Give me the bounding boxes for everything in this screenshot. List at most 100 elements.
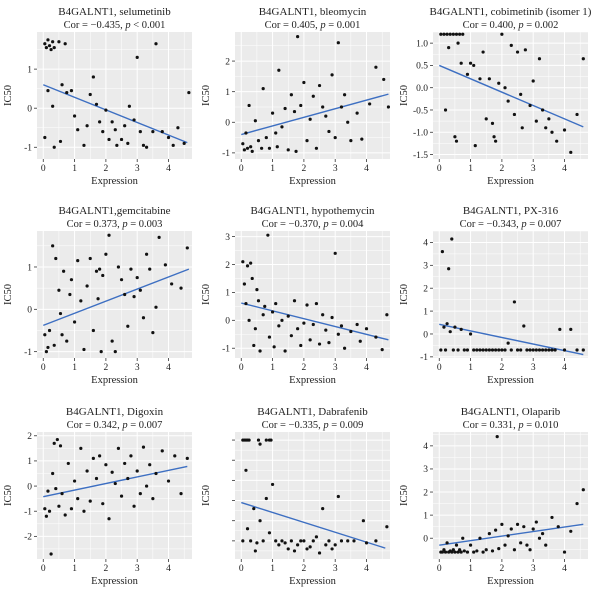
chart-1-point-0 (241, 142, 245, 146)
chart-0-point-10 (51, 104, 55, 108)
chart-5-point-38 (544, 348, 548, 352)
chart-4-point-13 (263, 304, 267, 308)
chart-1-point-37 (339, 105, 344, 109)
chart-6-subtitle: Cor = 0.342, p = 0.007 (67, 420, 163, 431)
chart-6-point-29 (116, 446, 121, 450)
chart-7-point-7 (264, 438, 268, 442)
chart-8-point-34 (519, 541, 523, 545)
chart-1-point-35 (333, 135, 337, 140)
chart-6-point-34 (132, 504, 136, 508)
chart-0-point-44 (171, 143, 175, 147)
chart-7-point-11 (244, 468, 248, 472)
chart-0-tick-label-y: 0 (27, 105, 32, 115)
chart-1-point-16 (277, 68, 281, 72)
chart-7-point-24 (280, 539, 284, 543)
chart-1-point-39 (346, 120, 350, 124)
chart-6-tick-label-y: 2 (27, 432, 32, 442)
chart-2-point-24 (494, 139, 498, 143)
chart-5-point-37 (540, 348, 545, 352)
chart-7-point-10 (241, 539, 245, 543)
chart-8-point-35 (522, 525, 526, 529)
chart-5-ylabel: IC50 (399, 284, 410, 305)
chart-3-point-25 (101, 273, 105, 278)
chart-0-tick-label-x: 3 (135, 164, 140, 174)
chart-4-point-38 (336, 332, 340, 336)
chart-4-tick-label-x: 1 (270, 363, 275, 373)
chart-1-point-3 (245, 146, 250, 150)
chart-0-point-45 (176, 126, 180, 130)
chart-7-point-5 (256, 438, 261, 442)
chart-3-point-17 (82, 347, 86, 352)
chart-5-point-10 (456, 348, 460, 352)
chart-0-point-8 (63, 42, 67, 46)
chart-0-point-20 (85, 124, 89, 128)
chart-2-point-27 (503, 86, 507, 90)
chart-4-trend-line (241, 302, 389, 341)
chart-3-point-26 (104, 252, 108, 256)
chart-3-point-40 (148, 267, 152, 271)
chart-6-point-22 (94, 476, 99, 481)
chart-5-point-15 (472, 348, 476, 352)
chart-6-point-11 (60, 492, 64, 496)
chart-2-tick-label-y: -1.5 (413, 151, 428, 161)
chart-5-point-16 (475, 348, 479, 352)
chart-2-tick-label-x: 3 (531, 164, 536, 174)
chart-6-point-41 (154, 471, 158, 476)
chart-5-point-20 (487, 348, 491, 352)
chart-6-tick-label-y: 1 (27, 457, 32, 467)
chart-1-point-29 (314, 146, 319, 150)
chart-5-point-7 (450, 237, 454, 241)
chart-3-point-15 (76, 259, 80, 263)
chart-1-subtitle: Cor = 0.405, p = 0.001 (265, 20, 361, 31)
chart-0-plot-area (37, 32, 192, 159)
chart-7-point-34 (311, 539, 315, 543)
chart-0-title: B4GALNT1, selumetinib (58, 6, 171, 18)
chart-5-point-8 (451, 348, 455, 352)
chart-7-point-15 (253, 549, 257, 553)
chart-6-point-4 (49, 552, 53, 556)
chart-3-point-22 (96, 297, 100, 301)
chart-7-point-6 (258, 442, 262, 446)
chart-1-point-28 (311, 94, 315, 98)
chart-0-point-31 (119, 137, 124, 142)
chart-3-point-11 (65, 339, 69, 343)
chart-3-point-8 (58, 311, 63, 316)
chart-5-point-26 (506, 341, 510, 345)
chart-6-point-38 (144, 484, 149, 488)
chart-3-point-18 (85, 284, 89, 288)
chart-6-tick-label-y: 0 (27, 482, 32, 492)
chart-8-point-37 (528, 548, 532, 552)
chart-1-tick-label-x: 2 (302, 164, 307, 174)
chart-4-point-14 (266, 233, 270, 237)
chart-4-tick-label-y: 0 (225, 317, 230, 327)
chart-3-point-19 (88, 256, 92, 261)
chart-6-point-12 (63, 513, 67, 517)
chart-8-xlabel: Expression (487, 576, 534, 587)
chart-6-tick-label-x: 3 (135, 564, 140, 574)
chart-5-point-42 (558, 327, 562, 331)
chart-4-point-6 (250, 276, 254, 281)
chart-4-point-46 (380, 348, 384, 352)
chart-1-tick-label-y: -1 (222, 149, 230, 159)
chart-6-point-8 (55, 437, 59, 442)
chart-7-point-49 (385, 525, 389, 529)
chart-3-point-36 (135, 275, 139, 280)
chart-6-ylabel: IC50 (3, 485, 14, 506)
chart-1-point-13 (270, 111, 275, 115)
chart-3-point-41 (151, 331, 155, 335)
chart-4-point-21 (283, 349, 287, 353)
chart-1-point-31 (321, 105, 325, 109)
chart-5-tick-label-y: 3 (423, 262, 428, 272)
chart-4-tick-label-x: 3 (333, 363, 338, 373)
chart-7-title: B4GALNT1, Dabrafenib (257, 406, 368, 418)
chart-6-point-18 (82, 509, 86, 513)
chart-0-point-14 (52, 145, 56, 149)
chart-4-point-9 (255, 288, 259, 292)
chart-0-point-16 (69, 89, 74, 93)
chart-4-point-32 (317, 342, 322, 346)
chart-1-point-6 (250, 149, 254, 153)
chart-0-point-39 (144, 145, 149, 149)
chart-8-point-33 (515, 522, 520, 526)
chart-8-tick-label-x: 2 (500, 564, 505, 574)
